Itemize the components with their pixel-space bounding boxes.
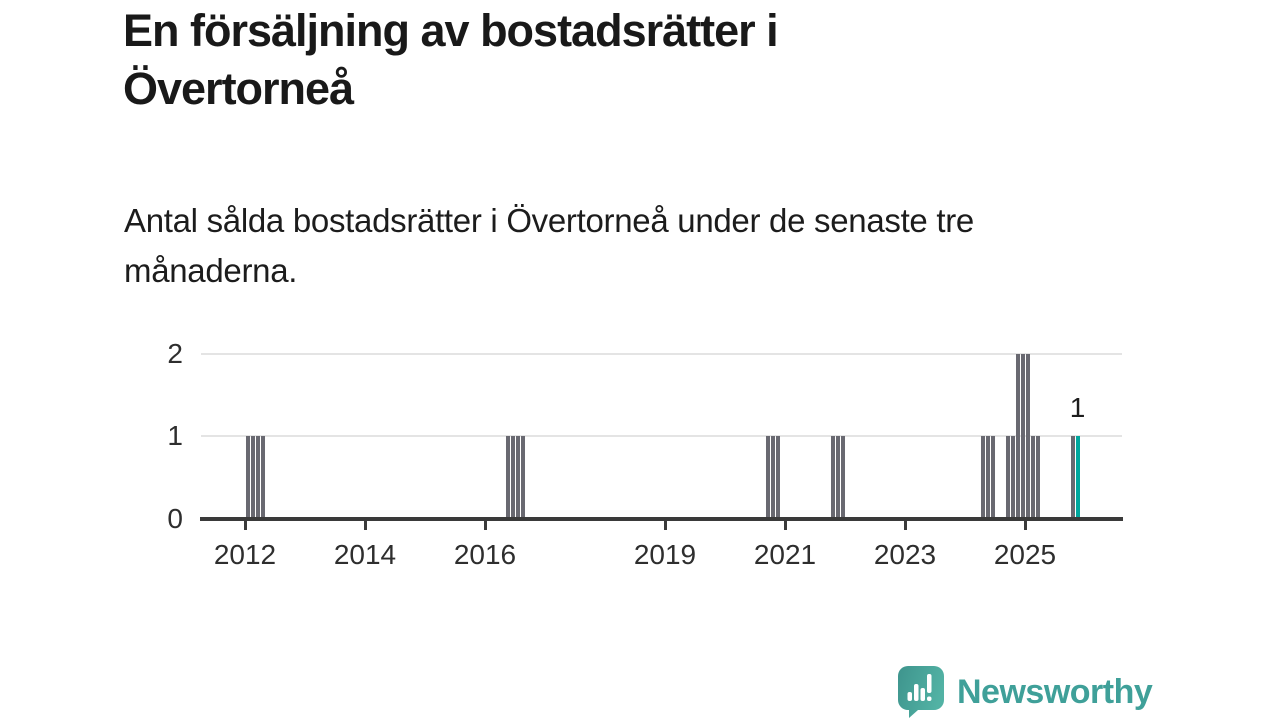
bar bbox=[840, 436, 845, 519]
bar-value-label: 1 bbox=[1069, 392, 1086, 423]
bar bbox=[990, 436, 995, 519]
bar bbox=[1015, 353, 1020, 519]
bar bbox=[775, 436, 780, 519]
gridline bbox=[201, 352, 1122, 355]
x-tick-label: 2023 bbox=[873, 539, 937, 570]
bar bbox=[980, 436, 985, 519]
x-tick-label: 2025 bbox=[993, 539, 1057, 570]
bar bbox=[1005, 436, 1010, 519]
bar bbox=[985, 436, 990, 519]
bar bbox=[765, 436, 770, 519]
x-axis-tick bbox=[243, 521, 247, 530]
y-tick-label: 2 bbox=[167, 337, 183, 369]
y-tick-label: 0 bbox=[167, 502, 183, 534]
x-axis-tick bbox=[363, 521, 367, 530]
bar bbox=[250, 436, 255, 519]
bar bbox=[515, 436, 520, 519]
bar bbox=[1030, 436, 1035, 519]
x-tick-label: 2019 bbox=[633, 539, 697, 570]
x-axis-line bbox=[200, 517, 1123, 521]
highlight-bar bbox=[1075, 436, 1080, 519]
x-tick-label: 2014 bbox=[333, 539, 397, 570]
bar bbox=[770, 436, 775, 519]
chart-subtitle: Antal sålda bostadsrätter i Övertorneå u… bbox=[124, 202, 974, 289]
chart-title: En försäljning av bostadsrätter i Överto… bbox=[123, 5, 779, 114]
x-tick-label: 2016 bbox=[453, 539, 517, 570]
bar bbox=[1020, 353, 1025, 519]
bar bbox=[510, 436, 515, 519]
bar bbox=[520, 436, 525, 519]
x-tick-label: 2012 bbox=[213, 539, 277, 570]
newsworthy-logo[interactable]: Newsworthy bbox=[898, 666, 1153, 718]
gridline bbox=[201, 435, 1122, 437]
newsworthy-logo-text: Newsworthy bbox=[957, 672, 1153, 711]
bar bbox=[830, 436, 835, 519]
x-axis-tick bbox=[663, 521, 667, 530]
y-tick-label: 1 bbox=[167, 420, 183, 451]
x-tick-label: 2021 bbox=[753, 539, 817, 570]
bar bbox=[1070, 436, 1075, 519]
bar bbox=[255, 436, 260, 519]
bar bbox=[1035, 436, 1040, 519]
x-axis-tick bbox=[783, 521, 787, 530]
bar bbox=[835, 436, 840, 519]
bar bbox=[505, 436, 510, 519]
bar-chart-speech-bubble-icon bbox=[898, 666, 944, 718]
bar bbox=[245, 436, 250, 519]
bar bbox=[1025, 353, 1030, 519]
x-axis-tick bbox=[1023, 521, 1027, 530]
x-axis-tick bbox=[483, 521, 487, 530]
bar bbox=[260, 436, 265, 519]
bar bbox=[1010, 436, 1015, 519]
x-axis-tick bbox=[903, 521, 907, 530]
